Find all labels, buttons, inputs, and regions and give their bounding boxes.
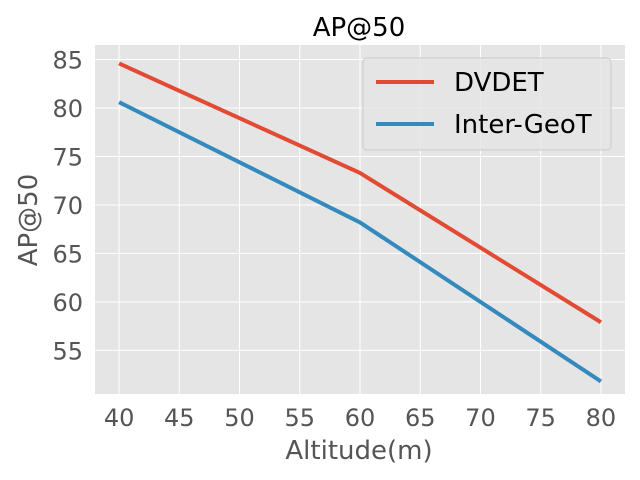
- x-tick-70: 70: [465, 404, 496, 432]
- legend: DVDET Inter-GeoT: [362, 57, 612, 151]
- x-tick-60: 60: [345, 404, 376, 432]
- legend-label-inter-geot: Inter-GeoT: [454, 110, 592, 140]
- legend-label-dvdet: DVDET: [454, 68, 544, 98]
- x-tick-40: 40: [104, 404, 135, 432]
- x-tick-55: 55: [284, 404, 315, 432]
- y-tick-85: 85: [52, 47, 83, 75]
- x-tick-50: 50: [224, 404, 255, 432]
- x-tick-75: 75: [525, 404, 556, 432]
- y-axis-label: AP@50: [14, 174, 44, 267]
- y-tick-75: 75: [52, 143, 83, 171]
- series-line-inter-geot: [118, 100, 603, 384]
- series-line-dvdet: [118, 61, 602, 324]
- chart-title: AP@50: [313, 13, 406, 43]
- y-tick-80: 80: [52, 95, 83, 123]
- y-tick-70: 70: [52, 192, 83, 220]
- x-tick-80: 80: [586, 404, 617, 432]
- y-tick-65: 65: [52, 240, 83, 268]
- series-lines: [118, 61, 603, 384]
- x-tick-45: 45: [164, 404, 195, 432]
- y-tick-55: 55: [52, 337, 83, 365]
- x-tick-65: 65: [405, 404, 436, 432]
- x-axis-label: Altitude(m): [285, 436, 432, 466]
- y-tick-60: 60: [52, 289, 83, 317]
- y-tick-labels: 55 60 65 70 75 80 85: [52, 47, 83, 366]
- x-tick-labels: 40 45 50 55 60 65 70 75 80: [104, 404, 616, 432]
